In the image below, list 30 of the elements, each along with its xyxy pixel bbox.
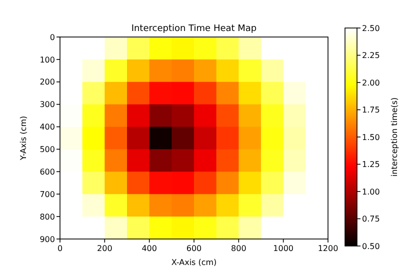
y-tick-label: 100 [40,55,55,64]
x-tick-label: 0 [57,244,63,253]
color-bar-label: 0.75 [362,214,380,224]
x-tick-label: 1000 [273,244,294,253]
color-bar-label: 1.75 [362,106,380,115]
y-tick-label: 700 [40,190,55,199]
x-tick-label: 600 [186,244,202,253]
x-tick-label: 200 [97,244,112,253]
y-tick-label: 600 [40,167,55,176]
x-tick-label: 400 [142,244,157,253]
color-bar-label: 2.50 [362,24,380,33]
x-tick-label: 800 [231,244,246,253]
y-tick-label: 300 [40,100,55,110]
y-tick-label: 0 [50,32,55,42]
y-tick-label: 800 [40,212,55,222]
x-tick-label: 1200 [318,244,338,253]
chart-title: Interception Time Heat Map [131,24,257,34]
color-bar-label: 2.25 [362,51,380,60]
y-tick-label: 500 [40,145,55,154]
y-axis-title: Y-Axis (cm) [19,116,28,162]
color-bar-label: 2.00 [362,78,380,88]
x-axis-title: X-Axis (cm) [171,258,217,267]
color-bar-label: 1.50 [362,132,380,142]
color-bar-label: 0.50 [362,242,380,251]
y-tick-label: 200 [40,78,55,87]
y-tick-label: 900 [40,234,55,244]
color-bar-label: 1.25 [362,160,380,170]
color-bar-title: interception time(s) [390,97,399,177]
y-tick-label: 400 [40,122,55,132]
color-bar-label: 1.00 [362,187,380,196]
